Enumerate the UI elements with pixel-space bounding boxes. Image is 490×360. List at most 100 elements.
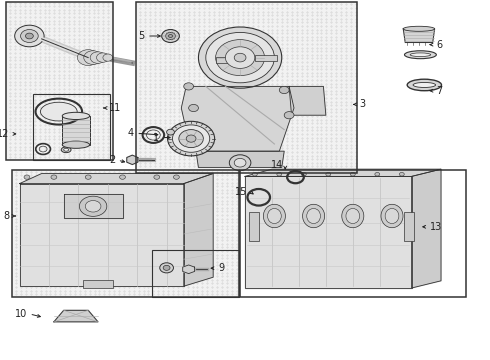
Circle shape [225, 47, 255, 68]
Circle shape [169, 35, 172, 37]
Bar [249, 212, 259, 241]
Circle shape [24, 175, 30, 179]
Text: 5: 5 [138, 31, 145, 41]
Circle shape [173, 175, 179, 179]
Circle shape [179, 130, 203, 148]
Circle shape [252, 172, 257, 176]
Polygon shape [54, 310, 98, 322]
Text: 13: 13 [430, 222, 442, 232]
Text: 14: 14 [270, 160, 283, 170]
Polygon shape [127, 155, 138, 165]
Ellipse shape [64, 148, 69, 151]
Bar [62, 116, 90, 145]
Ellipse shape [407, 79, 441, 91]
Text: 9: 9 [218, 263, 224, 273]
Ellipse shape [404, 51, 436, 59]
Polygon shape [20, 184, 184, 286]
Ellipse shape [413, 82, 436, 87]
Circle shape [120, 175, 125, 179]
Circle shape [162, 30, 179, 42]
Ellipse shape [62, 141, 90, 148]
Circle shape [84, 51, 102, 64]
Circle shape [198, 27, 282, 88]
Circle shape [103, 54, 113, 61]
Circle shape [85, 175, 91, 179]
Ellipse shape [381, 204, 403, 228]
Ellipse shape [61, 147, 71, 153]
Ellipse shape [410, 53, 431, 57]
Circle shape [326, 172, 331, 176]
Text: 2: 2 [109, 155, 115, 165]
Polygon shape [245, 169, 441, 176]
Ellipse shape [40, 102, 77, 121]
Circle shape [234, 53, 246, 62]
Polygon shape [245, 176, 412, 288]
Text: 10: 10 [15, 309, 27, 319]
Bar [83, 280, 113, 288]
Circle shape [234, 158, 246, 167]
Circle shape [229, 155, 251, 171]
Text: 6: 6 [436, 40, 442, 50]
Circle shape [168, 121, 215, 156]
Circle shape [163, 265, 170, 270]
Polygon shape [245, 176, 412, 288]
Circle shape [77, 50, 99, 66]
Polygon shape [181, 86, 294, 151]
Bar [216, 57, 235, 63]
Text: 1: 1 [153, 132, 159, 143]
Ellipse shape [303, 204, 324, 228]
Circle shape [25, 33, 33, 39]
Ellipse shape [346, 208, 360, 224]
Circle shape [284, 112, 294, 119]
Ellipse shape [268, 208, 281, 224]
Circle shape [166, 32, 175, 40]
Text: 12: 12 [0, 129, 9, 139]
Bar [33, 94, 110, 160]
Ellipse shape [403, 26, 435, 31]
Circle shape [301, 172, 306, 176]
Polygon shape [20, 184, 184, 286]
Circle shape [154, 175, 160, 179]
Circle shape [399, 172, 404, 176]
Polygon shape [412, 169, 441, 288]
Polygon shape [183, 265, 195, 274]
Bar [136, 2, 357, 173]
Circle shape [216, 40, 265, 76]
Bar [12, 170, 239, 297]
Circle shape [97, 53, 109, 62]
Polygon shape [403, 29, 435, 42]
Bar [152, 250, 239, 297]
Circle shape [85, 201, 101, 212]
Bar [255, 55, 277, 61]
Circle shape [167, 129, 174, 135]
Polygon shape [64, 194, 122, 218]
Circle shape [206, 32, 274, 83]
Circle shape [90, 52, 106, 63]
Circle shape [189, 104, 198, 112]
Circle shape [51, 175, 57, 179]
Bar [404, 212, 414, 241]
Polygon shape [20, 174, 213, 184]
Bar [6, 2, 113, 160]
Polygon shape [289, 86, 326, 115]
Circle shape [277, 172, 282, 176]
Text: 4: 4 [128, 128, 134, 138]
Circle shape [79, 196, 107, 216]
Ellipse shape [307, 208, 320, 224]
Bar [240, 170, 466, 297]
Bar [6, 2, 113, 160]
Circle shape [375, 172, 380, 176]
Circle shape [21, 30, 38, 42]
Polygon shape [184, 174, 213, 286]
Bar [136, 2, 357, 173]
Text: 8: 8 [4, 211, 10, 221]
Text: 15: 15 [235, 186, 247, 197]
Ellipse shape [385, 208, 399, 224]
Text: 3: 3 [359, 99, 365, 109]
Circle shape [160, 263, 173, 273]
Circle shape [184, 83, 194, 90]
Text: 7: 7 [436, 86, 442, 96]
Ellipse shape [264, 204, 285, 228]
Circle shape [279, 86, 289, 94]
Bar [12, 170, 239, 297]
